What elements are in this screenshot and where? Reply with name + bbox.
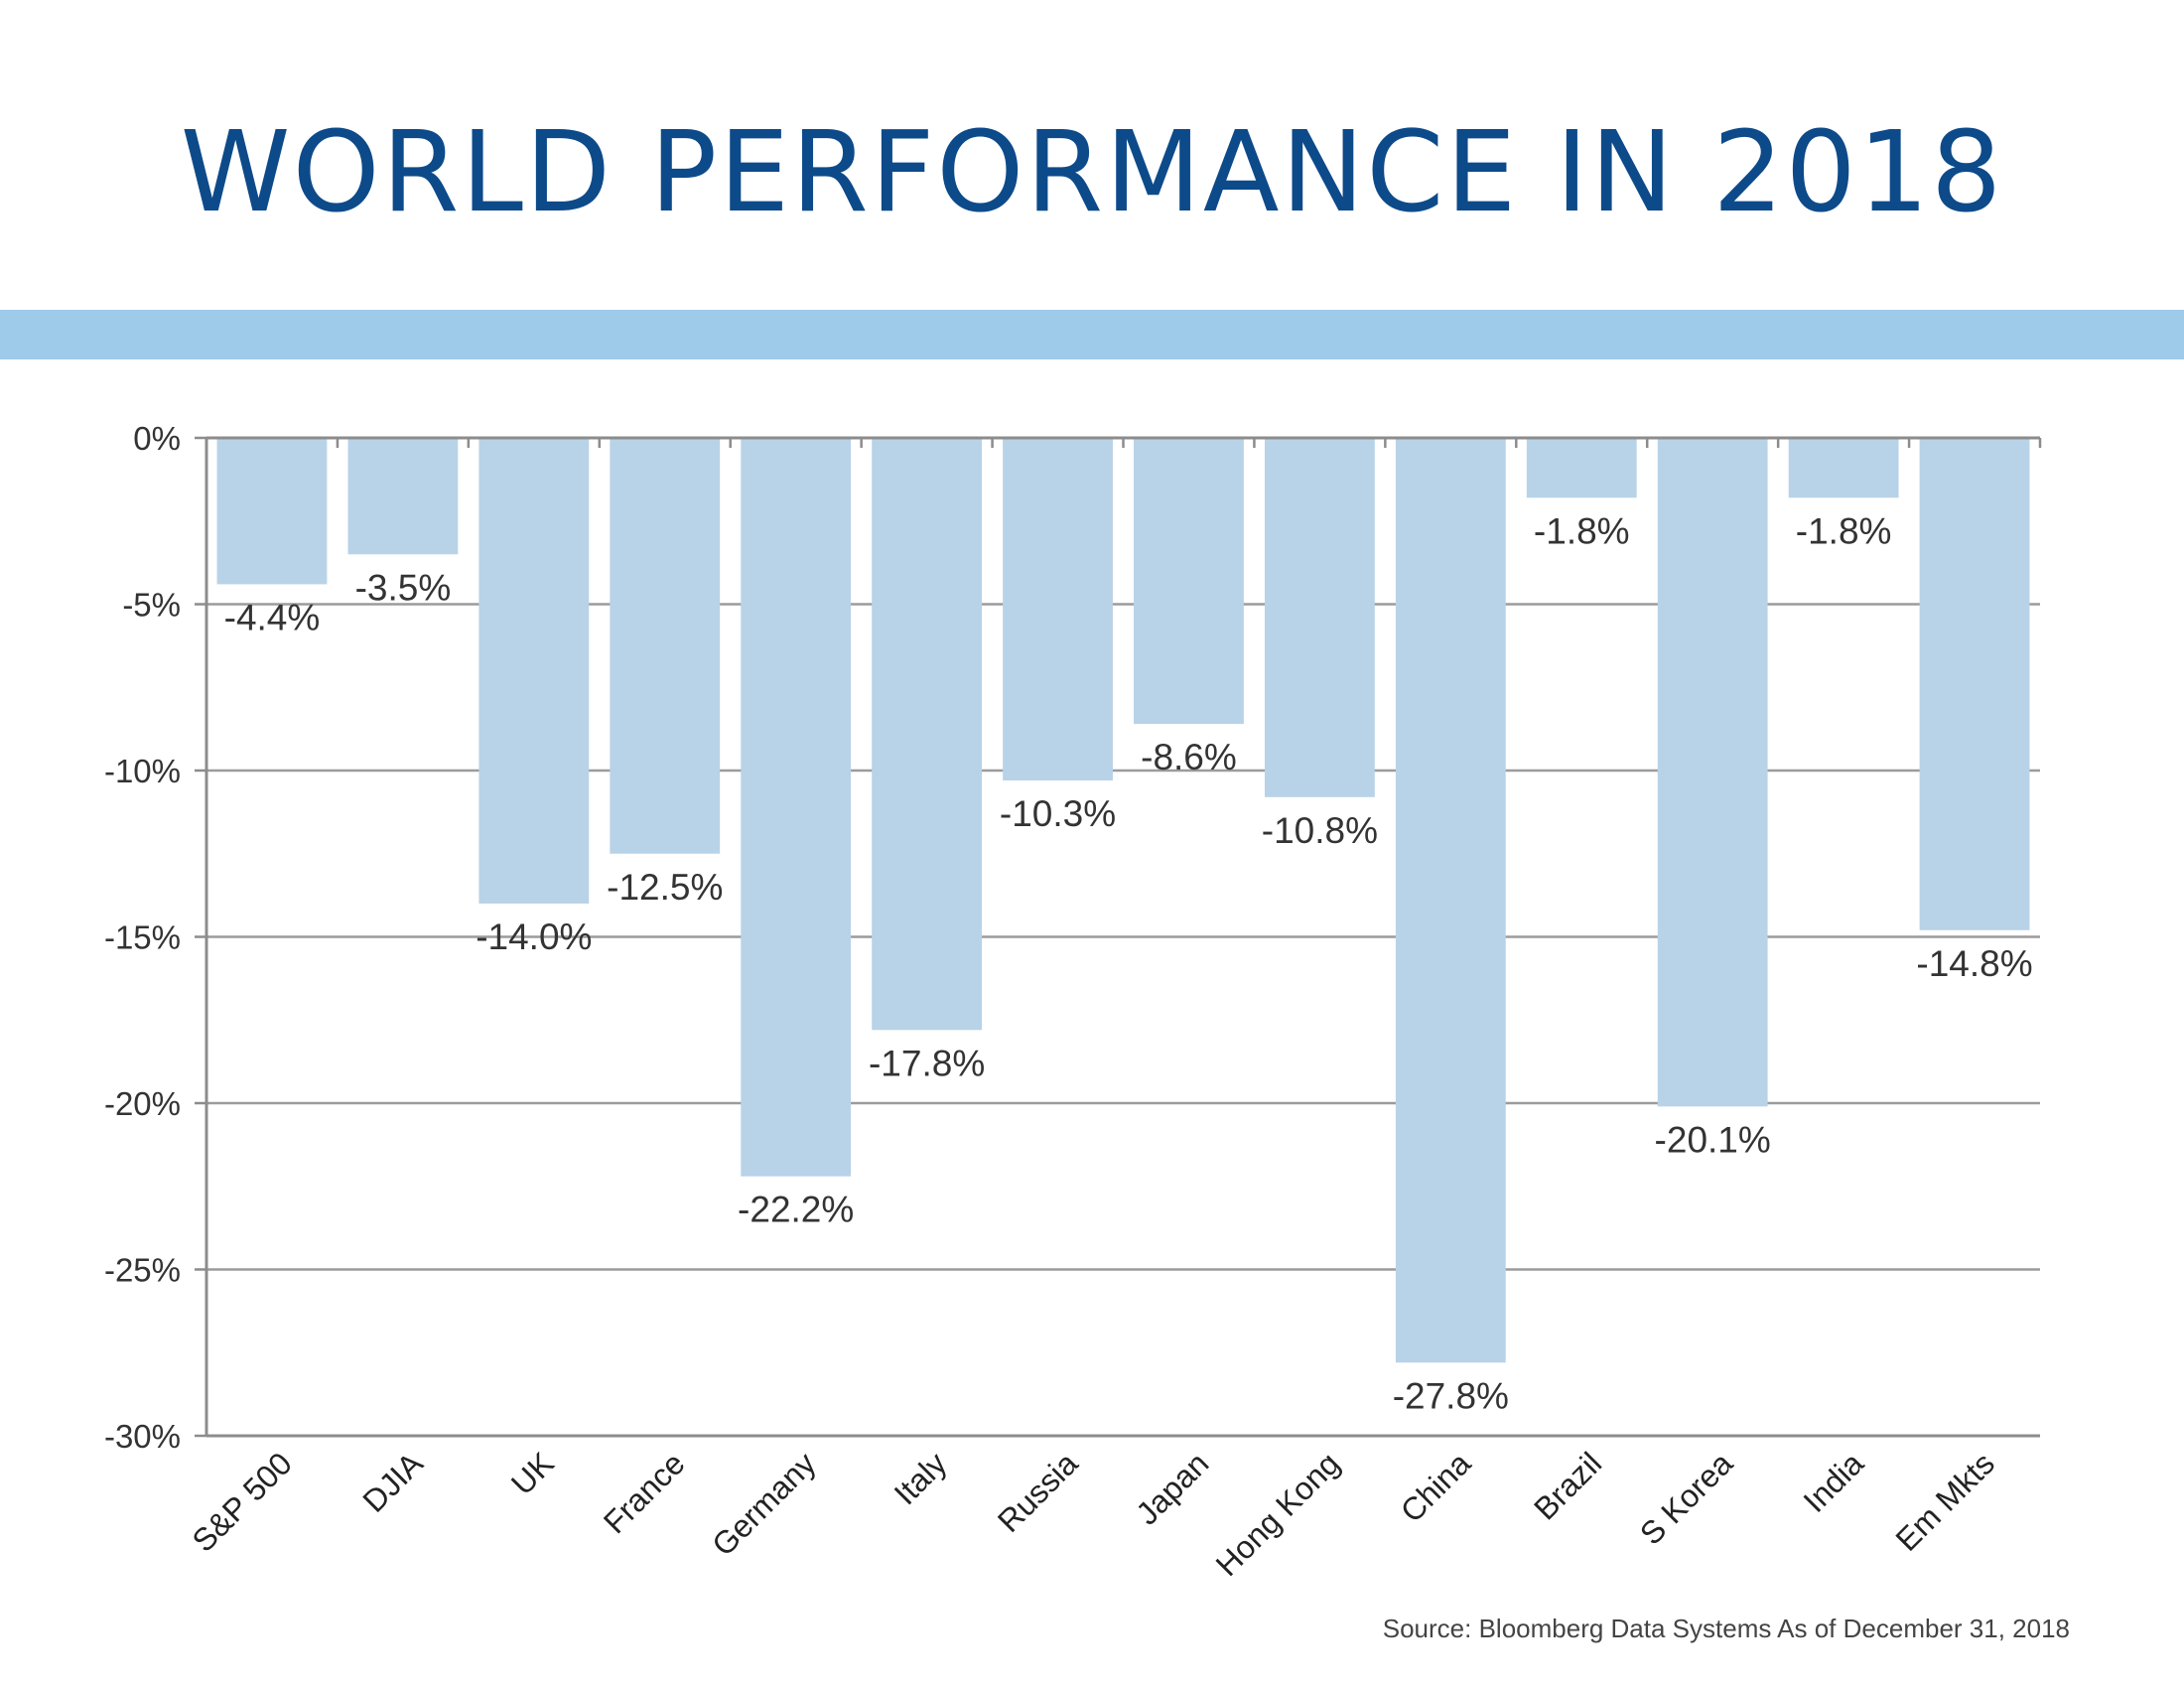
bars: [216, 438, 2030, 1363]
y-tick-label: -20%: [104, 1085, 181, 1122]
bar: [216, 438, 328, 585]
y-tick-label: -15%: [104, 919, 181, 956]
page-title: WORLD PERFORMANCE IN 2018: [180, 108, 2004, 237]
data-label: -4.4%: [224, 597, 321, 637]
x-tick-label: France: [597, 1445, 692, 1540]
source-note: Source: Bloomberg Data Systems As of Dec…: [1382, 1614, 2070, 1643]
x-tick-label: China: [1394, 1445, 1478, 1529]
bar: [1657, 438, 1768, 1107]
x-tick-label: UK: [504, 1445, 561, 1501]
y-tick-label: -10%: [104, 753, 181, 789]
bar: [1134, 438, 1244, 725]
data-label: -17.8%: [869, 1043, 985, 1083]
bar: [478, 438, 590, 904]
x-tick-label: Italy: [887, 1445, 954, 1511]
bar: [872, 438, 983, 1031]
data-labels: -4.4% -3.5% -14.0% -12.5% -22.2% -17.8% -10.3%…: [224, 510, 2033, 1416]
bar: [1788, 438, 1899, 498]
x-tick-label: S&P 500: [186, 1445, 299, 1558]
data-label: -27.8%: [1393, 1375, 1509, 1416]
bar: [610, 438, 721, 854]
x-tick-label: Russia: [991, 1445, 1085, 1539]
x-tick-label: S Korea: [1633, 1445, 1739, 1551]
x-tick-label: Em Mkts: [1889, 1445, 2001, 1557]
y-tick-label: -25%: [104, 1252, 181, 1289]
x-tick-label: Hong Kong: [1209, 1445, 1347, 1583]
bar: [1003, 438, 1113, 781]
y-tick-label: -30%: [104, 1418, 181, 1455]
axes: [195, 436, 2042, 1438]
data-label: -14.0%: [476, 916, 592, 957]
data-label: -3.5%: [355, 567, 452, 608]
bar: [1264, 438, 1375, 797]
data-label: -10.3%: [1000, 793, 1116, 834]
y-tick-labels: 0% -5% -10% -15% -20% -25% -30%: [104, 420, 181, 1455]
x-tick-label: Japan: [1129, 1445, 1215, 1531]
data-label: -22.2%: [738, 1190, 854, 1230]
data-label: -20.1%: [1655, 1119, 1771, 1160]
x-tick-label: Brazil: [1527, 1445, 1608, 1526]
data-label: -14.8%: [1916, 943, 2032, 984]
y-tick-label: -5%: [122, 587, 181, 624]
bar: [347, 438, 459, 555]
x-tick-label: DJIA: [355, 1445, 430, 1519]
data-label: -8.6%: [1141, 737, 1237, 777]
bar: [1526, 438, 1637, 498]
header-band: [0, 310, 2184, 359]
data-label: -1.8%: [1534, 510, 1630, 551]
data-label: -12.5%: [607, 867, 723, 908]
bar: [741, 438, 852, 1177]
y-tick-label: 0%: [133, 420, 181, 457]
data-label: -10.8%: [1262, 810, 1378, 851]
x-tick-label: India: [1797, 1445, 1871, 1519]
x-tick-label: Germany: [705, 1445, 823, 1563]
bar: [1919, 438, 2030, 930]
data-label: -1.8%: [1796, 510, 1892, 551]
x-tick-labels: S&P 500 DJIA UK France Germany Italy Russia Jap…: [186, 1445, 2001, 1583]
bar: [1395, 438, 1506, 1363]
